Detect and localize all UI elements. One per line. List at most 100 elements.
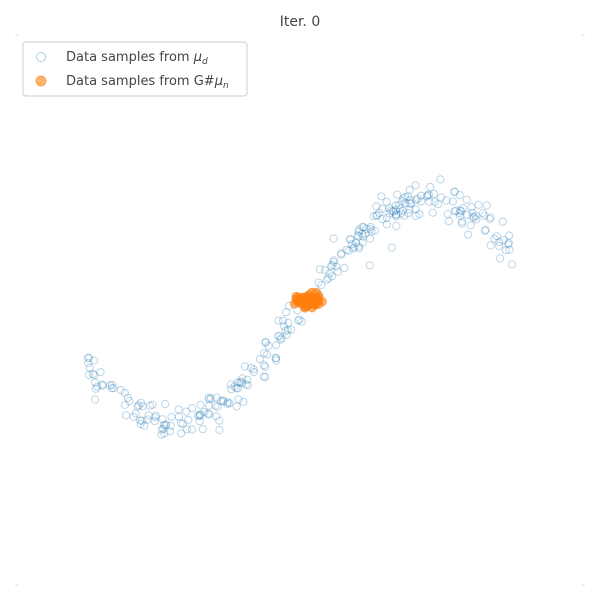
axis-corner-ticks <box>15 34 585 586</box>
data-sample-point <box>151 413 160 422</box>
data-sample-point <box>174 412 183 421</box>
data-sample-point <box>230 382 239 391</box>
data-sample-point <box>468 212 477 221</box>
data-sample-point <box>157 430 166 439</box>
data-sample-point <box>89 356 99 365</box>
data-sample-point <box>358 223 367 232</box>
data-sample-point <box>329 234 338 243</box>
data-sample-point <box>426 182 435 191</box>
data-sample-point <box>261 372 270 381</box>
data-sample-point <box>496 254 505 263</box>
data-sample-point <box>391 210 401 219</box>
data-sample-point <box>162 420 171 429</box>
data-sample-point <box>259 372 268 381</box>
data-sample-point <box>354 227 363 236</box>
data-sample-point <box>88 369 98 379</box>
data-sample-point <box>275 332 284 341</box>
data-sample-point <box>218 396 227 405</box>
data-sample-point <box>226 380 235 389</box>
data-sample-point <box>505 245 514 254</box>
data-sample-point <box>492 232 501 241</box>
data-sample-point <box>413 194 422 203</box>
data-sample-point <box>333 267 342 276</box>
legend-label-generated: Data samples from G#μn <box>66 74 229 91</box>
data-sample-point <box>456 206 465 215</box>
data-sample-point <box>193 411 202 420</box>
data-sample-point <box>337 250 346 259</box>
data-sample-point <box>233 384 242 393</box>
data-sample-point <box>405 185 414 194</box>
data-sample-point <box>392 221 401 231</box>
data-sample-point <box>98 380 107 389</box>
data-sample-point <box>359 232 368 241</box>
data-sample-point <box>184 415 193 424</box>
data-sample-point <box>98 381 107 390</box>
data-sample-point <box>116 386 125 395</box>
legend: Data samples from μd Data samples from G… <box>22 41 248 97</box>
data-sample-point <box>140 421 149 430</box>
data-sample-point <box>401 193 410 202</box>
data-sample-point <box>150 417 159 426</box>
data-sample-point <box>424 190 433 199</box>
data-sample-point <box>346 235 355 244</box>
data-sample-point <box>274 331 283 341</box>
data-sample-point <box>96 368 105 377</box>
data-sample-point <box>411 211 420 220</box>
data-sample-point <box>417 197 426 206</box>
data-sample-point <box>365 261 374 270</box>
data-sample-point <box>263 350 272 359</box>
data-sample-point <box>352 238 361 247</box>
data-sample-point <box>238 374 247 383</box>
data-sample-point <box>212 412 221 421</box>
data-sample-point <box>247 363 256 372</box>
data-sample-point <box>458 217 467 226</box>
data-sample-point <box>160 429 169 438</box>
data-sample-point <box>378 204 387 213</box>
series-generated-samples <box>289 287 327 313</box>
data-sample-point <box>451 206 461 215</box>
data-sample-point <box>472 215 481 224</box>
data-sample-point <box>359 223 368 232</box>
data-sample-point <box>211 401 220 410</box>
data-sample-point <box>365 234 375 243</box>
data-sample-point <box>297 317 306 326</box>
data-sample-point <box>328 272 337 281</box>
generated-sample-point <box>291 294 301 304</box>
data-sample-point <box>485 214 494 224</box>
data-sample-point <box>486 213 495 222</box>
data-sample-point <box>159 420 168 430</box>
data-sample-point <box>219 397 228 406</box>
data-sample-point <box>444 217 453 226</box>
data-sample-point <box>188 404 197 413</box>
data-sample-point <box>340 263 349 272</box>
data-sample-point <box>342 245 351 254</box>
data-sample-point <box>480 226 489 235</box>
data-sample-point <box>324 274 333 283</box>
legend-label-data: Data samples from μd <box>66 50 208 67</box>
data-sample-point <box>144 411 153 420</box>
series-data-samples <box>83 175 517 439</box>
data-sample-point <box>422 192 431 201</box>
data-sample-point <box>272 356 281 365</box>
data-sample-point <box>240 362 249 371</box>
data-sample-point <box>372 211 381 220</box>
data-sample-point <box>108 380 117 389</box>
legend-marker-generated <box>35 75 47 87</box>
data-sample-point <box>397 209 406 218</box>
data-sample-point <box>91 384 100 393</box>
data-sample-point <box>239 397 248 406</box>
data-sample-point <box>277 334 286 343</box>
data-sample-point <box>329 256 338 265</box>
data-sample-point <box>456 207 465 216</box>
data-sample-point <box>204 401 213 410</box>
data-sample-point <box>354 242 363 251</box>
data-sample-point <box>206 394 215 403</box>
data-sample-point <box>450 207 459 216</box>
data-sample-point <box>401 198 410 208</box>
data-sample-point <box>337 249 346 258</box>
data-sample-point <box>332 262 341 271</box>
data-sample-point <box>467 203 476 212</box>
data-sample-point <box>463 210 472 219</box>
data-sample-point <box>84 370 94 380</box>
data-sample-point <box>382 213 391 223</box>
